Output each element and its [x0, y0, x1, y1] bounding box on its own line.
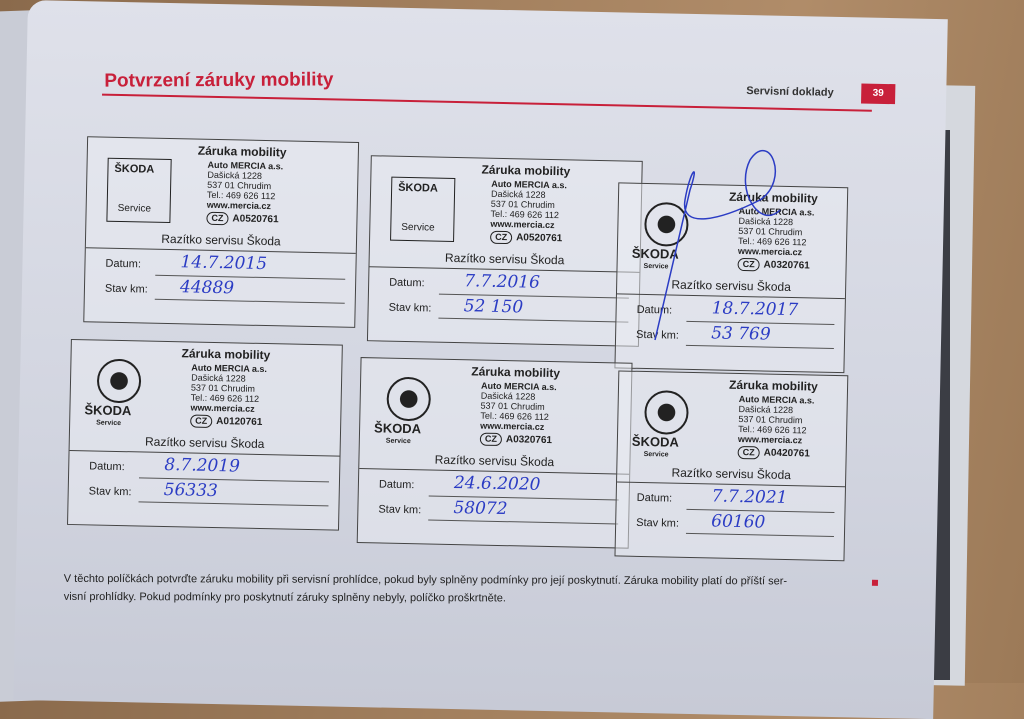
page-title: Potvrzení záruky mobility — [104, 69, 334, 92]
date-value: 8.7.2019 — [164, 454, 241, 477]
date-value: 7.7.2016 — [463, 271, 541, 293]
dealer-address: Auto MERCIA a.s. Dašická 1228 537 01 Chrud… — [190, 362, 268, 414]
dealer-code: CZ A0520761 — [489, 230, 562, 247]
page-number: 39 — [861, 83, 896, 105]
km-label: Stav km: — [104, 282, 148, 296]
skoda-logo-icon: ŠKODA Service — [106, 157, 172, 224]
dealer-code: CZ A0120761 — [190, 414, 262, 430]
section-label: Servisní doklady — [746, 85, 834, 99]
dealer-code: CZ A0320761 — [737, 257, 810, 274]
km-line — [438, 317, 629, 323]
km-line — [428, 519, 619, 525]
service-text: Service — [643, 262, 669, 271]
dealer-stamp: ŠKODA Service Záruka mobility Auto MERCIA… — [380, 160, 632, 251]
instruction-note: V těchto políčkách potvrďte záruku mobil… — [64, 570, 864, 609]
date-value: 18.7.2017 — [711, 298, 799, 321]
stamp-caption: Razítko servisu Škoda — [161, 231, 281, 249]
stamp-title: Záruka mobility — [481, 162, 571, 179]
km-label: Stav km: — [378, 503, 422, 517]
km-value: 58072 — [453, 498, 508, 520]
km-line — [685, 344, 834, 349]
brand-text: ŠKODA — [84, 402, 132, 419]
service-text: Service — [96, 419, 122, 428]
warranty-box: ŠKODA Service Záruka mobility Auto MERCIA… — [614, 182, 849, 374]
stamp-title: Záruka mobility — [197, 143, 287, 160]
dealer-code: CZ A0420761 — [737, 445, 810, 462]
end-marker — [871, 579, 879, 586]
dealer-code: CZ A0320761 — [479, 432, 552, 449]
service-text: Service — [385, 437, 411, 446]
warranty-box: ŠKODA Service Záruka mobility Auto MERCIA… — [366, 155, 643, 347]
service-text: Service — [643, 450, 669, 459]
date-label: Datum: — [636, 491, 673, 505]
stamp-caption: Razítko servisu Škoda — [671, 277, 791, 295]
date-label: Datum: — [378, 478, 415, 492]
dealer-stamp: ŠKODA Service Záruka mobility Auto MERCIA… — [96, 141, 348, 232]
date-label: Datum: — [89, 460, 125, 474]
dealer-address: Auto MERCIA a.s. Dašická 1228 537 01 Chrud… — [480, 380, 557, 432]
km-label: Stav km: — [88, 485, 132, 499]
dealer-address: Auto MERCIA a.s. Dašická 1228 537 01 Chrud… — [490, 178, 568, 231]
service-text: Service — [117, 202, 152, 215]
brand-text: ŠKODA — [373, 420, 422, 437]
service-text: Service — [401, 221, 435, 234]
dealer-code: CZ A0520761 — [206, 211, 279, 228]
date-label: Datum: — [389, 276, 425, 290]
stamp-caption: Razítko servisu Škoda — [144, 434, 265, 452]
km-line — [685, 532, 834, 537]
warranty-box: ŠKODA Service Záruka mobility Auto MERCIA… — [356, 357, 633, 549]
date-value: 14.7.2015 — [180, 252, 268, 275]
km-line — [154, 298, 345, 304]
brand-text: ŠKODA — [631, 245, 679, 262]
km-value: 56333 — [163, 479, 219, 502]
skoda-logo-icon — [96, 358, 142, 404]
dealer-stamp: ŠKODA Service Záruka mobility Auto MERCIA… — [370, 362, 622, 453]
brand-text: ŠKODA — [114, 162, 155, 176]
km-line — [138, 501, 329, 507]
stamp-title: Záruka mobility — [181, 346, 271, 363]
document-page: Potvrzení záruky mobility Servisní dokla… — [13, 0, 948, 719]
brand-text: ŠKODA — [631, 433, 679, 450]
brand-text: ŠKODA — [398, 181, 438, 195]
warranty-box: ŠKODA Service Záruka mobility Auto MERCIA… — [614, 370, 849, 562]
dealer-address: Auto MERCIA a.s. Dašická 1228 537 01 Chrud… — [737, 205, 815, 258]
km-value: 52 150 — [463, 296, 524, 318]
stamp-title: Záruka mobility — [728, 189, 818, 206]
skoda-logo-icon — [386, 376, 432, 422]
dealer-stamp: ŠKODA Service Záruka mobility Auto MERCIA… — [80, 344, 332, 435]
stamp-title: Záruka mobility — [471, 364, 561, 381]
stamp-caption: Razítko servisu Škoda — [434, 452, 555, 470]
dealer-address: Auto MERCIA a.s. Dašická 1228 537 01 Chrud… — [206, 159, 284, 212]
km-label: Stav km: — [388, 301, 432, 315]
stamp-title: Záruka mobility — [728, 377, 818, 394]
note-line-2: visní prohlídky. Pokud podmínky pro posk… — [63, 590, 507, 605]
skoda-logo-icon — [644, 390, 689, 435]
date-label: Datum: — [636, 303, 673, 317]
date-value: 7.7.2021 — [711, 486, 788, 509]
dealer-stamp: ŠKODA Service Záruka mobility Auto MERCIA… — [627, 376, 879, 467]
date-value: 24.6.2020 — [453, 473, 541, 495]
warranty-box: ŠKODA Service Záruka mobility Auto MERCIA… — [67, 338, 343, 531]
km-label: Stav km: — [635, 328, 680, 342]
stamp-caption: Razítko servisu Škoda — [671, 465, 792, 483]
km-label: Stav km: — [636, 516, 680, 530]
stamp-caption: Razítko servisu Škoda — [444, 250, 565, 268]
warranty-box: ŠKODA Service Záruka mobility Auto MERCIA… — [83, 136, 360, 328]
km-value: 60160 — [711, 511, 766, 533]
dealer-address: Auto MERCIA a.s. Dašická 1228 537 01 Chrud… — [737, 393, 815, 446]
skoda-logo-icon — [643, 201, 689, 247]
km-value: 44889 — [179, 277, 235, 299]
date-label: Datum: — [105, 257, 142, 271]
km-value: 53 769 — [710, 323, 771, 345]
dealer-stamp: ŠKODA Service Záruka mobility Auto MERCIA… — [627, 188, 879, 279]
skoda-logo-icon: ŠKODA Service — [390, 176, 456, 242]
